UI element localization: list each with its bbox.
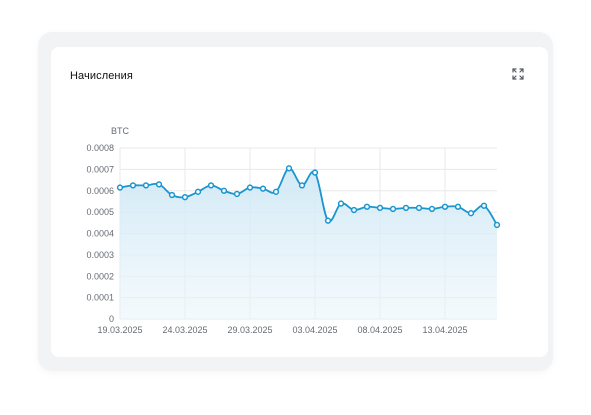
expand-icon-graphic [512,68,524,80]
data-point[interactable] [428,205,436,213]
expand-icon[interactable] [511,67,525,81]
data-point[interactable] [181,194,189,201]
data-point[interactable] [194,188,202,195]
data-point[interactable] [441,203,449,210]
data-point[interactable] [142,182,150,189]
y-axis-unit-label: BTC [111,126,130,136]
y-tick-labels: 0 0.0001 0.0002 0.0003 0.0004 0.0005 0.0006 0.0… [86,143,114,324]
data-point[interactable] [220,187,228,194]
data-point[interactable] [402,204,410,212]
data-point[interactable] [155,181,163,188]
y-tick-label: 0 [109,314,114,324]
data-point[interactable] [129,182,137,189]
y-tick-label: 0.0007 [86,164,114,174]
y-tick-label: 0.0001 [86,293,114,303]
data-point[interactable] [363,203,371,210]
data-point[interactable] [207,182,215,189]
x-tick-label: 24.03.2025 [162,325,207,335]
data-point[interactable] [311,169,319,176]
y-tick-label: 0.0003 [86,250,114,260]
data-point[interactable] [116,184,124,191]
data-point[interactable] [350,206,358,214]
y-tick-label: 0.0002 [86,271,114,281]
data-point[interactable] [285,165,293,172]
x-tick-label: 29.03.2025 [227,325,272,335]
data-point[interactable] [337,200,345,207]
data-point[interactable] [259,185,267,192]
data-point[interactable] [454,203,462,210]
data-point[interactable] [493,221,501,229]
x-tick-label: 03.04.2025 [292,325,337,335]
data-point[interactable] [480,202,488,209]
series-points [116,165,501,229]
data-point[interactable] [272,188,280,195]
series-area [120,168,497,319]
data-point[interactable] [467,210,475,217]
data-point[interactable] [389,205,397,213]
data-point[interactable] [246,184,254,191]
x-tick-label: 13.04.2025 [422,325,467,335]
data-point[interactable] [298,182,306,189]
x-tick-labels: 19.03.2025 24.03.2025 29.03.2025 03.04.2025… [97,325,467,335]
y-tick-label: 0.0008 [86,143,114,153]
data-point[interactable] [168,191,176,199]
widget-title: Начисления [70,70,133,82]
data-point[interactable] [376,204,384,212]
data-point[interactable] [324,217,332,224]
data-point[interactable] [233,190,241,198]
y-tick-label: 0.0005 [86,207,114,217]
y-tick-label: 0.0004 [86,229,114,239]
y-tick-label: 0.0006 [86,186,114,196]
data-point[interactable] [415,204,423,212]
x-tick-label: 08.04.2025 [357,325,402,335]
x-tick-label: 19.03.2025 [97,325,142,335]
